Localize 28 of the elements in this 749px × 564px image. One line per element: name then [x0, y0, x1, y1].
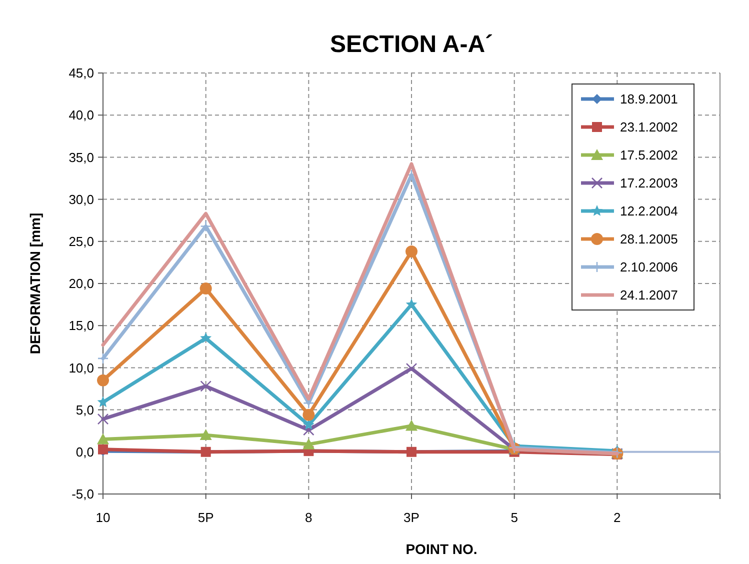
- y-tick-label: 20,0: [68, 276, 94, 292]
- chart-title: SECTION A-A´: [330, 31, 494, 58]
- y-tick-label: 35,0: [68, 150, 94, 165]
- x-tick-label: 2: [614, 510, 621, 525]
- y-tick-label: 45,0: [68, 66, 94, 81]
- y-axis-title: DEFORMATION [mm]: [27, 212, 43, 354]
- legend-label: 17.2.2003: [620, 176, 678, 191]
- legend-label: 17.5.2002: [620, 148, 678, 163]
- x-axis-title: POINT NO.: [406, 541, 478, 557]
- x-tick-label: 5: [510, 510, 518, 525]
- x-tick-label: 5P: [198, 510, 214, 525]
- y-tick-label: -5,0: [72, 486, 94, 502]
- y-tick-label: 15,0: [68, 318, 94, 334]
- legend-label: 24.1.2007: [620, 288, 678, 303]
- x-tick-label: 10: [96, 510, 110, 525]
- x-tick-label: 8: [305, 510, 312, 525]
- y-tick-label: 40,0: [68, 108, 94, 123]
- y-tick-label: 5,0: [76, 402, 94, 418]
- legend-label: 23.1.2002: [620, 120, 678, 135]
- y-tick-label: 10,0: [68, 360, 94, 376]
- legend-label: 18.9.2001: [620, 92, 678, 107]
- y-tick-label: 30,0: [68, 192, 94, 207]
- x-tick-label: 3P: [404, 510, 420, 525]
- legend-label: 28.1.2005: [620, 232, 678, 247]
- y-tick-label: 0,0: [76, 444, 94, 460]
- legend-label: 12.2.2004: [620, 204, 678, 219]
- y-tick-label: 25,0: [68, 234, 94, 249]
- legend-label: 2.10.2006: [620, 260, 678, 275]
